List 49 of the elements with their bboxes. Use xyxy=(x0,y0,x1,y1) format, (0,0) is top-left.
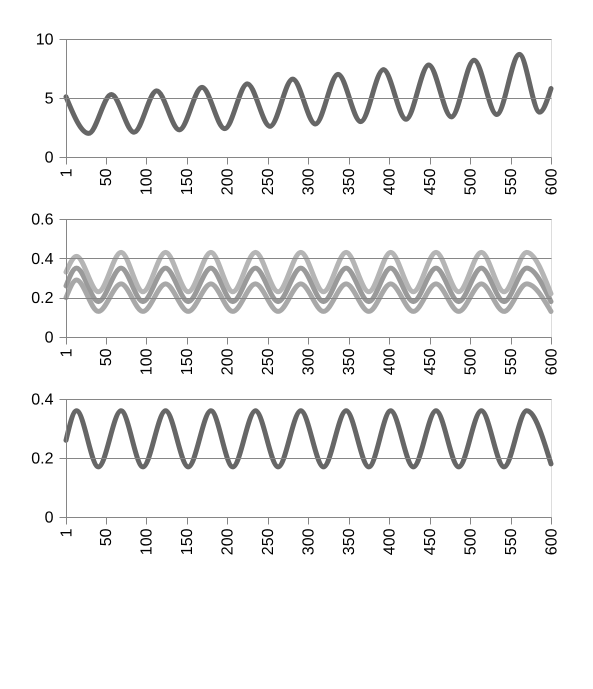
y-tick-label: 0 xyxy=(44,150,54,166)
y-tick-label: 10 xyxy=(36,32,54,48)
x-tick-label: 150 xyxy=(179,168,196,196)
y-tick-label: 0.2 xyxy=(31,290,54,308)
x-tick-label: 300 xyxy=(300,348,318,376)
x-tick-label: 50 xyxy=(98,168,116,186)
x-tick-label: 100 xyxy=(138,168,156,196)
x-tick-label: 500 xyxy=(462,168,480,196)
x-tick-label: 500 xyxy=(462,528,480,556)
x-tick-label: 100 xyxy=(138,528,156,556)
x-tick-label: 500 xyxy=(462,348,480,376)
x-tick-label: 350 xyxy=(341,348,358,376)
x-tick-label: 450 xyxy=(422,168,440,196)
x-tick-label: 450 xyxy=(422,528,440,556)
x-tick-label: 600 xyxy=(544,528,560,556)
x-tick-label: 350 xyxy=(341,528,358,556)
y-tick-label: 0.4 xyxy=(31,250,54,268)
y-tick-label: 0.6 xyxy=(31,212,54,228)
x-tick-label: 350 xyxy=(341,168,358,196)
x-tick-label: 400 xyxy=(382,348,399,376)
y-tick-label: 0 xyxy=(44,330,54,346)
y-tick-label: 5 xyxy=(44,90,54,108)
x-tick-label: 150 xyxy=(179,348,196,376)
x-tick-label: 300 xyxy=(300,528,318,556)
x-tick-label: 600 xyxy=(544,348,560,376)
x-tick-label: 450 xyxy=(422,348,440,376)
x-tick-label: 1 xyxy=(58,348,76,358)
x-tick-label: 250 xyxy=(260,348,278,376)
x-tick-label: 50 xyxy=(98,528,116,546)
x-tick-label: 250 xyxy=(260,528,278,556)
x-tick-label: 150 xyxy=(179,528,196,556)
x-tick-label: 100 xyxy=(138,348,156,376)
x-tick-label: 550 xyxy=(503,168,520,196)
x-tick-label: 200 xyxy=(220,348,237,376)
y-tick-label: 0.2 xyxy=(31,450,54,468)
x-tick-label: 200 xyxy=(220,168,237,196)
x-tick-label: 600 xyxy=(544,168,560,196)
y-tick-label: 0.4 xyxy=(31,392,54,408)
x-tick-label: 400 xyxy=(382,528,399,556)
x-tick-label: 400 xyxy=(382,168,399,196)
x-tick-label: 550 xyxy=(503,528,520,556)
x-tick-label: 250 xyxy=(260,168,278,196)
x-tick-label: 1 xyxy=(58,528,76,538)
x-tick-label: 1 xyxy=(58,168,76,178)
x-tick-label: 550 xyxy=(503,348,520,376)
x-tick-label: 200 xyxy=(220,528,237,556)
x-tick-label: 50 xyxy=(98,348,116,366)
x-tick-label: 300 xyxy=(300,168,318,196)
y-tick-label: 0 xyxy=(44,510,54,526)
